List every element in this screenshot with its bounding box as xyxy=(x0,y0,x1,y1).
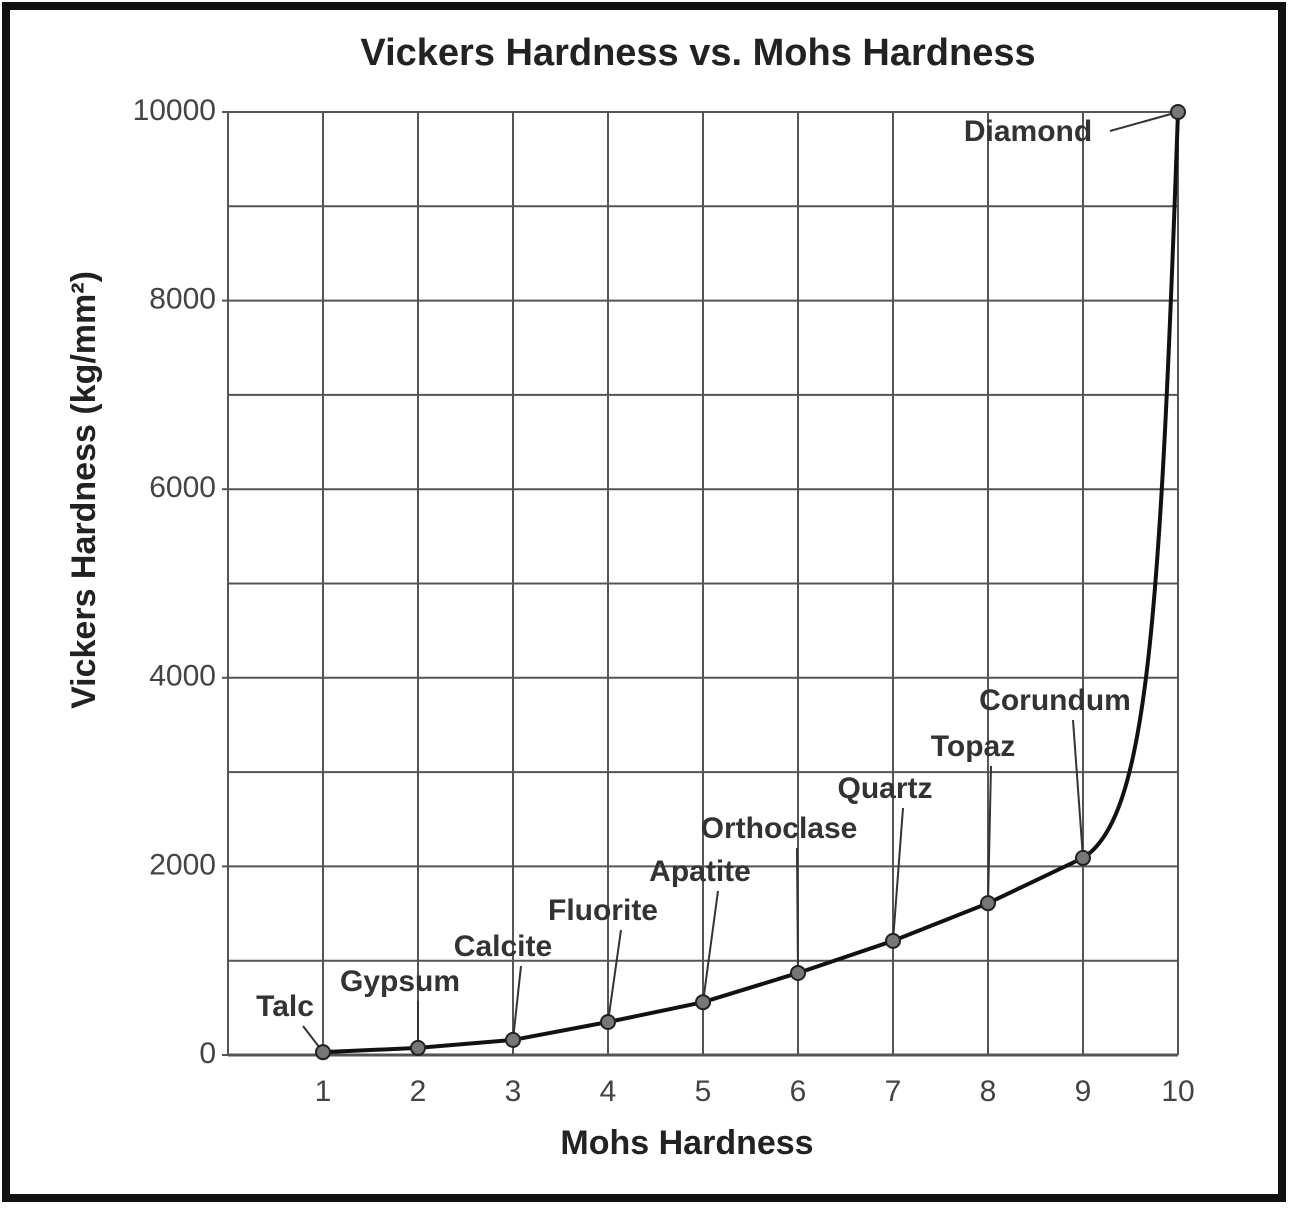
data-point xyxy=(600,1013,616,1030)
x-tick-label: 9 xyxy=(1075,1075,1092,1108)
y-tick-label: 10000 xyxy=(133,94,216,127)
x-tick-label: 10 xyxy=(1161,1075,1194,1108)
point-label: Diamond xyxy=(964,115,1092,148)
y-tick-label: 2000 xyxy=(149,848,216,881)
x-tick-label: 3 xyxy=(505,1075,522,1108)
leader-line xyxy=(512,965,522,1041)
data-point xyxy=(410,1039,426,1056)
x-tick-label: 4 xyxy=(600,1075,617,1108)
y-axis-label: Vickers Hardness (kg/mm²) xyxy=(65,271,103,709)
leader-line xyxy=(607,929,622,1023)
point-label: Orthoclase xyxy=(701,812,858,845)
point-label: Quartz xyxy=(837,772,932,805)
x-axis-label: Mohs Hardness xyxy=(560,1124,813,1162)
x-tick-label: 1 xyxy=(315,1075,332,1108)
data-point xyxy=(695,994,711,1011)
leader-line xyxy=(1109,111,1179,132)
data-point xyxy=(1075,849,1091,866)
leader-line xyxy=(987,765,992,904)
leader-line xyxy=(796,847,799,973)
y-tick-label: 0 xyxy=(199,1037,216,1070)
leader-line xyxy=(1072,719,1084,858)
y-tick-label: 8000 xyxy=(149,283,216,316)
point-label: Calcite xyxy=(454,930,552,963)
data-point xyxy=(885,932,901,949)
x-tick-label: 5 xyxy=(695,1075,712,1108)
leader-line xyxy=(702,890,719,1003)
point-label: Topaz xyxy=(931,730,1015,763)
point-label: Talc xyxy=(256,990,314,1023)
data-point xyxy=(1170,104,1186,120)
x-tick-label: 8 xyxy=(980,1075,997,1108)
x-tick-label: 7 xyxy=(885,1075,902,1108)
y-tick-label: 4000 xyxy=(149,660,216,693)
data-line xyxy=(322,111,1180,1055)
data-point xyxy=(980,895,996,912)
chart-title: Vickers Hardness vs. Mohs Hardness xyxy=(360,32,1035,74)
data-point xyxy=(790,964,806,981)
x-tick-label: 6 xyxy=(790,1075,807,1108)
point-label: Gypsum xyxy=(340,965,460,998)
y-tick-label: 6000 xyxy=(149,471,216,504)
point-label: Corundum xyxy=(979,684,1131,717)
data-point xyxy=(315,1044,331,1061)
point-label: Apatite xyxy=(649,855,751,888)
leader-line xyxy=(892,807,904,941)
data-point xyxy=(505,1031,521,1048)
x-tick-label: 2 xyxy=(410,1075,427,1108)
point-label: Fluorite xyxy=(548,894,658,927)
